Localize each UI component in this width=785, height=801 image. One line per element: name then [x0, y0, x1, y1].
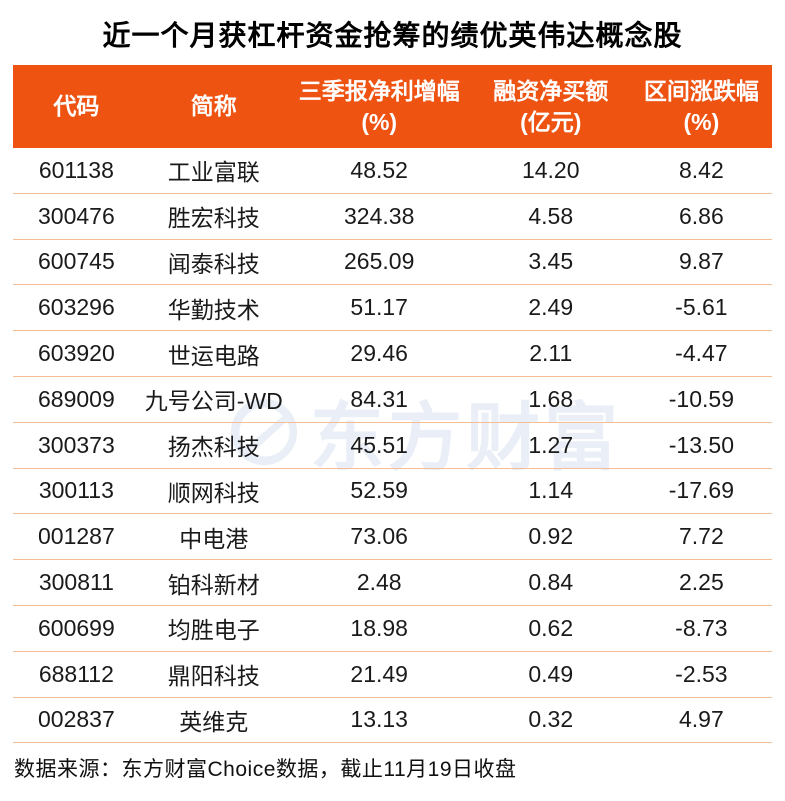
cell-name: 闻泰科技: [167, 250, 260, 277]
column-header-name: 简称: [190, 93, 237, 119]
cell-net-buy: 0.49: [528, 660, 574, 687]
cell-profit-growth: 84.31: [350, 385, 408, 412]
table-row: 600745 闻泰科技 265.09 3.45 9.87: [13, 240, 772, 286]
cell-profit-growth: 29.46: [350, 340, 408, 367]
table-row: 002837 英维克 13.13 0.32 4.97: [13, 698, 772, 744]
cell-net-buy: 4.58: [528, 202, 574, 229]
watermark: 东方财富: [228, 378, 622, 485]
cell-net-buy: 1.27: [528, 431, 574, 458]
cell-net-buy: 1.14: [528, 477, 574, 504]
eastmoney-logo-icon: [230, 398, 298, 465]
table-row: 603296 华勤技术 51.17 2.49 -5.61: [13, 285, 772, 332]
watermark-text: 东方财富: [310, 396, 622, 479]
table-row: 600699 均胜电子 18.98 0.62 -8.73: [13, 606, 772, 652]
cell-code: 601138: [38, 156, 114, 183]
cell-name: 英维克: [179, 708, 249, 735]
cell-range-change: -5.61: [675, 294, 728, 321]
cell-profit-growth: 73.06: [350, 523, 408, 550]
cell-name: 华勤技术: [167, 296, 260, 323]
table-row: 688112 鼎阳科技 21.49 0.49 -2.53: [13, 652, 772, 698]
cell-code: 600745: [38, 248, 115, 275]
stock-table: 代码 简称 三季报净利增幅 (%) 融资净买额 (亿元) 区间涨跌幅 (%) 6…: [13, 65, 772, 744]
cell-net-buy: 2.49: [528, 294, 574, 321]
cell-name: 鼎阳科技: [167, 663, 260, 690]
cell-range-change: -4.47: [675, 340, 728, 367]
table-header: 代码 简称 三季报净利增幅 (%) 融资净买额 (亿元) 区间涨跌幅 (%): [13, 65, 772, 148]
cell-range-change: 9.87: [679, 248, 724, 275]
column-header-profit-growth: 三季报净利增幅 (%): [298, 77, 460, 135]
cell-code: 300476: [38, 202, 115, 229]
cell-profit-growth: 45.51: [350, 431, 408, 458]
cell-name: 顺网科技: [167, 479, 260, 506]
cell-code: 002837: [38, 706, 115, 733]
cell-name: 胜宏科技: [167, 205, 260, 232]
cell-net-buy: 1.68: [528, 385, 574, 412]
column-header-code: 代码: [53, 93, 100, 119]
page-title: 近一个月获杠杆资金抢筹的绩优英伟达概念股: [102, 20, 683, 51]
cell-profit-growth: 324.38: [344, 202, 415, 229]
table-row: 300373 扬杰科技 45.51 1.27 -13.50: [13, 423, 772, 469]
cell-range-change: 7.72: [679, 523, 724, 550]
table-row: 603920 世运电路 29.46 2.11 -4.47: [13, 331, 772, 377]
cell-net-buy: 0.32: [528, 706, 574, 733]
table-row: 300476 胜宏科技 324.38 4.58 6.86: [13, 194, 772, 240]
cell-code: 300373: [38, 431, 115, 458]
table-row: 001287 中电港 73.06 0.92 7.72: [13, 514, 772, 561]
cell-name: 中电港: [179, 525, 249, 552]
cell-name: 均胜电子: [167, 617, 260, 644]
cell-profit-growth: 13.13: [350, 706, 408, 733]
cell-net-buy: 0.84: [528, 569, 574, 596]
cell-net-buy: 3.45: [528, 248, 574, 275]
cell-code: 603920: [38, 340, 115, 367]
cell-net-buy: 0.92: [528, 523, 574, 550]
cell-code: 001287: [38, 523, 115, 550]
cell-profit-growth: 51.17: [350, 294, 408, 321]
cell-name: 九号公司-WD: [144, 388, 283, 415]
cell-range-change: -2.53: [675, 660, 728, 687]
source-note: 数据来源：东方财富Choice数据，截止11月19日收盘: [14, 758, 517, 781]
table-row: 601138 工业富联 48.52 14.20 8.42: [13, 148, 772, 194]
cell-net-buy: 14.20: [521, 156, 580, 183]
cell-code: 603296: [38, 294, 115, 321]
cell-code: 688112: [38, 660, 114, 687]
cell-range-change: 8.42: [679, 156, 724, 183]
cell-name: 铂科新材: [167, 571, 260, 598]
cell-code: 300811: [38, 569, 114, 596]
cell-code: 600699: [38, 614, 115, 641]
cell-range-change: -13.50: [668, 431, 734, 458]
cell-net-buy: 2.11: [529, 340, 573, 367]
cell-net-buy: 0.62: [528, 614, 574, 641]
column-header-range-change: 区间涨跌幅 (%): [643, 77, 759, 135]
cell-range-change: 2.25: [679, 569, 724, 596]
cell-range-change: 4.97: [679, 706, 724, 733]
cell-profit-growth: 48.52: [350, 156, 408, 183]
cell-profit-growth: 265.09: [344, 248, 415, 275]
cell-code: 300113: [38, 477, 114, 504]
cell-name: 扬杰科技: [167, 434, 260, 461]
cell-profit-growth: 21.49: [350, 660, 408, 687]
cell-profit-growth: 2.48: [356, 569, 402, 596]
cell-profit-growth: 18.98: [350, 614, 408, 641]
table-body: 601138 工业富联 48.52 14.20 8.42 300476 胜宏科技…: [13, 148, 772, 744]
cell-range-change: 6.86: [679, 202, 724, 229]
cell-name: 世运电路: [167, 342, 260, 369]
cell-range-change: -10.59: [668, 385, 734, 412]
cell-range-change: -17.69: [668, 477, 734, 504]
table-row: 300113 顺网科技 52.59 1.14 -17.69: [13, 469, 772, 515]
cell-name: 工业富联: [167, 159, 260, 186]
table-row: 689009 九号公司-WD 84.31 1.68 -10.59: [13, 377, 772, 423]
cell-profit-growth: 52.59: [350, 477, 408, 504]
column-header-net-buy: 融资净买额 (亿元): [493, 77, 609, 135]
cell-code: 689009: [38, 385, 115, 412]
cell-range-change: -8.73: [675, 614, 728, 641]
table-row: 300811 铂科新材 2.48 0.84 2.25: [13, 560, 772, 606]
